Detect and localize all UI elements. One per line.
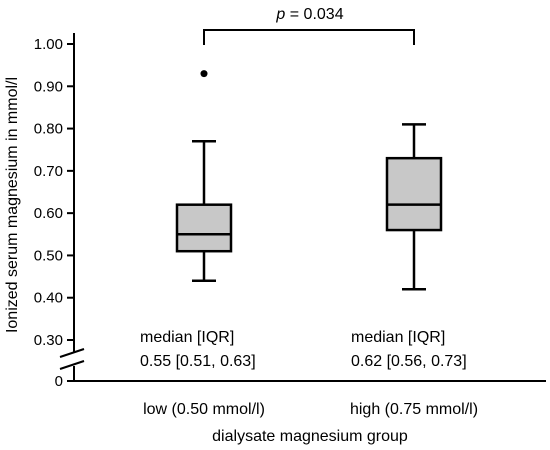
- box-iqr-1: [385, 156, 443, 232]
- axis-break-gap: [60, 352, 84, 366]
- axis-break-mark-lower: [59, 360, 85, 370]
- y-ticks: 0 0.30 0.40 0.50 0.60 0.70 0.80 0.90 1.00: [34, 36, 74, 390]
- y-tick-label-7: 0.90: [34, 78, 63, 95]
- significance-bracket: [203, 29, 415, 45]
- p-symbol: p: [275, 6, 285, 23]
- y-tick-label-5: 0.70: [34, 163, 63, 180]
- box-iqr-0: [175, 203, 233, 253]
- y-tick-label-6: 0.80: [34, 121, 63, 138]
- boxes: [175, 70, 443, 291]
- y-tick-label-1: 0.30: [34, 332, 63, 349]
- annotation-low-line2: 0.55 [0.51, 0.63]: [140, 353, 256, 370]
- y-axis-title: Ionized serum magnesium in mmol/l: [4, 77, 21, 333]
- y-tick-label-2: 0.40: [34, 290, 63, 307]
- y-tick-label-4: 0.60: [34, 205, 63, 222]
- annotation-high-line1: median [IQR]: [351, 329, 445, 346]
- x-category-high: high (0.75 mmol/l): [350, 401, 478, 418]
- x-axis-title: dialysate magnesium group: [212, 428, 408, 445]
- y-tick-label-8: 1.00: [34, 36, 63, 53]
- y-tick-label-0: 0: [55, 373, 63, 390]
- outlier-point-0-0: [200, 70, 208, 78]
- x-category-low: low (0.50 mmol/l): [143, 401, 265, 418]
- p-value: = 0.034: [285, 6, 343, 23]
- annotation-low-line1: median [IQR]: [140, 329, 234, 346]
- p-value-label: p = 0.034: [275, 6, 343, 23]
- y-tick-label-3: 0.50: [34, 247, 63, 264]
- annotation-high-line2: 0.62 [0.56, 0.73]: [351, 353, 467, 370]
- axis-break-mark-upper: [59, 348, 85, 358]
